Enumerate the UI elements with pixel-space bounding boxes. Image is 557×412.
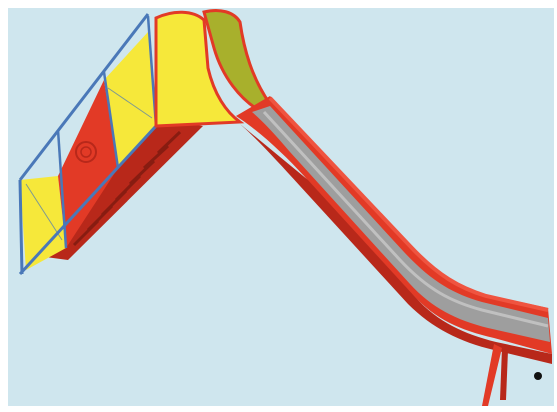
playground-slide-illustration	[8, 8, 554, 406]
leg-foot	[534, 372, 542, 380]
ladder-side-panel	[18, 13, 158, 276]
slide-support-leg	[482, 344, 542, 406]
slide-chute	[236, 96, 552, 364]
slide-hood	[154, 8, 272, 128]
